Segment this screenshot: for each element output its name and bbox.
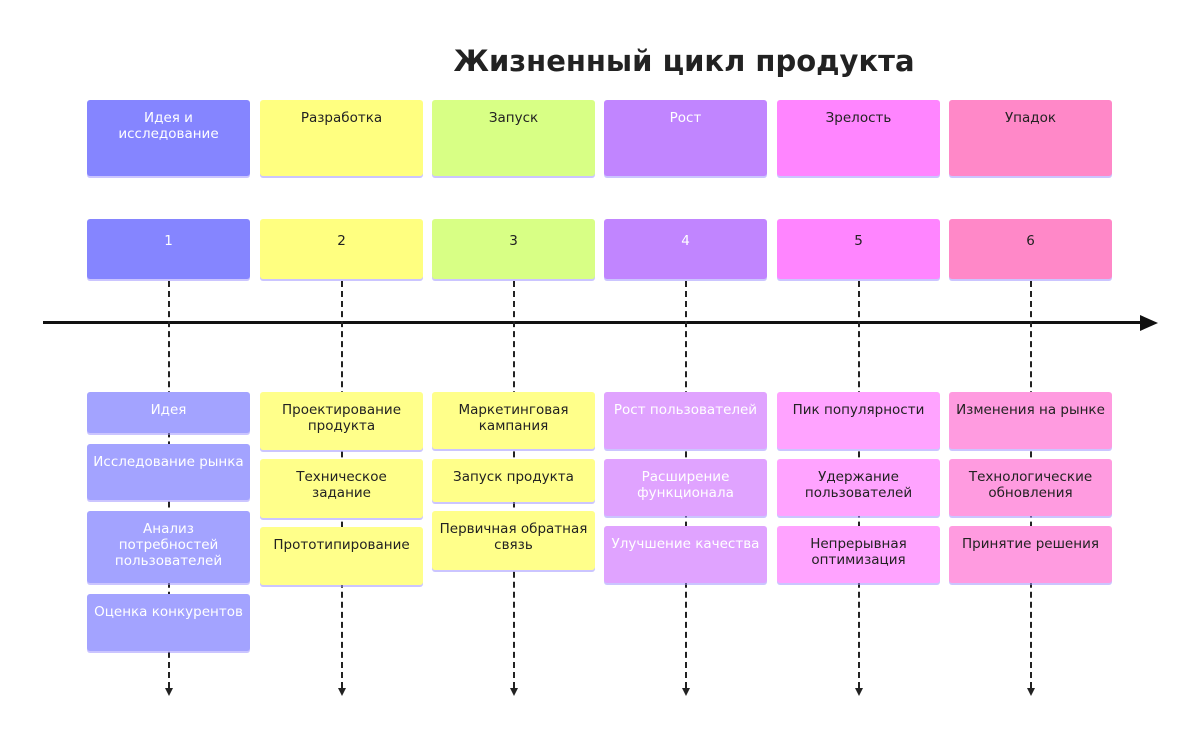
stage-header: Упадок bbox=[949, 100, 1112, 176]
arrow-down-icon bbox=[1027, 688, 1035, 696]
stage-number: 5 bbox=[777, 219, 940, 279]
stage-item-label: Идея bbox=[150, 402, 187, 418]
stage-item-label: Техническое задание bbox=[296, 469, 387, 501]
stage-header: Разработка bbox=[260, 100, 423, 176]
arrow-down-icon bbox=[855, 688, 863, 696]
stage-item-label: Маркетинговая кампания bbox=[458, 402, 569, 434]
stage-header: Зрелость bbox=[777, 100, 940, 176]
stage-item: Непрерывная оптимизация bbox=[777, 526, 940, 583]
stage-item-label: Оценка конкурентов bbox=[94, 604, 243, 620]
arrow-down-icon bbox=[338, 688, 346, 696]
stage-item-label: Исследование рынка bbox=[93, 454, 244, 470]
arrow-down-icon bbox=[165, 688, 173, 696]
stage-item: Проектирование продукта bbox=[260, 392, 423, 450]
stage-item: Рост пользователей bbox=[604, 392, 767, 449]
stage-number-label: 1 bbox=[164, 233, 173, 249]
stage-number-label: 5 bbox=[854, 233, 863, 249]
arrow-down-icon bbox=[682, 688, 690, 696]
stage-header: Запуск bbox=[432, 100, 595, 176]
stage-item-label: Прототипирование bbox=[273, 537, 410, 553]
stage-number: 6 bbox=[949, 219, 1112, 279]
stage-header-label: Упадок bbox=[1004, 110, 1057, 126]
stage-number-label: 4 bbox=[681, 233, 690, 249]
diagram-title: Жизненный цикл продукта bbox=[453, 44, 915, 78]
stage-item-label: Пик популярности bbox=[792, 402, 925, 418]
stage-item-label: Улучшение качества bbox=[611, 536, 760, 552]
stage-item-label: Первичная обратная связь bbox=[439, 521, 588, 553]
stage-item: Маркетинговая кампания bbox=[432, 392, 595, 449]
stage-number-label: 6 bbox=[1026, 233, 1035, 249]
stage-item-label: Удержание пользователей bbox=[804, 469, 913, 501]
stage-item: Пик популярности bbox=[777, 392, 940, 449]
stage-item-label: Проектирование продукта bbox=[281, 402, 402, 434]
stage-item: Технологические обновления bbox=[949, 459, 1112, 516]
timeline-arrow-icon bbox=[1140, 315, 1158, 331]
stage-header-label: Разработка bbox=[300, 110, 383, 126]
stage-header-label: Зрелость bbox=[825, 110, 892, 126]
stage-item: Расширение функционала bbox=[604, 459, 767, 516]
stage-item-label: Технологические обновления bbox=[968, 469, 1093, 501]
stage-header: Рост bbox=[604, 100, 767, 176]
stage-number: 1 bbox=[87, 219, 250, 279]
stage-item-label: Расширение функционала bbox=[637, 469, 734, 501]
stage-header: Идея и исследование bbox=[87, 100, 250, 176]
stage-item: Изменения на рынке bbox=[949, 392, 1112, 449]
stage-number-label: 3 bbox=[509, 233, 518, 249]
stage-item: Техническое задание bbox=[260, 459, 423, 518]
stage-item-label: Принятие решения bbox=[962, 536, 1099, 552]
stage-item: Исследование рынка bbox=[87, 444, 250, 500]
stage-item: Идея bbox=[87, 392, 250, 433]
stage-item-label: Рост пользователей bbox=[613, 402, 758, 418]
stage-item: Прототипирование bbox=[260, 527, 423, 585]
stage-number: 2 bbox=[260, 219, 423, 279]
timeline-axis bbox=[43, 321, 1143, 324]
stage-header-label: Рост bbox=[669, 110, 702, 126]
stage-item: Принятие решения bbox=[949, 526, 1112, 583]
stage-header-label: Запуск bbox=[488, 110, 539, 126]
stage-item-label: Запуск продукта bbox=[453, 469, 574, 485]
stage-item: Оценка конкурентов bbox=[87, 594, 250, 651]
stage-item-label: Непрерывная оптимизация bbox=[810, 536, 907, 568]
stage-number: 3 bbox=[432, 219, 595, 279]
stage-item: Запуск продукта bbox=[432, 459, 595, 502]
stage-item: Улучшение качества bbox=[604, 526, 767, 583]
arrow-down-icon bbox=[510, 688, 518, 696]
stage-item-label: Анализ потребностей пользователей bbox=[114, 521, 223, 569]
stage-item-label: Изменения на рынке bbox=[956, 402, 1105, 418]
stage-item: Первичная обратная связь bbox=[432, 511, 595, 570]
stage-header-label: Идея и исследование bbox=[118, 110, 219, 142]
stage-number: 4 bbox=[604, 219, 767, 279]
stage-item: Анализ потребностей пользователей bbox=[87, 511, 250, 583]
stage-number-label: 2 bbox=[337, 233, 346, 249]
stage-item: Удержание пользователей bbox=[777, 459, 940, 516]
